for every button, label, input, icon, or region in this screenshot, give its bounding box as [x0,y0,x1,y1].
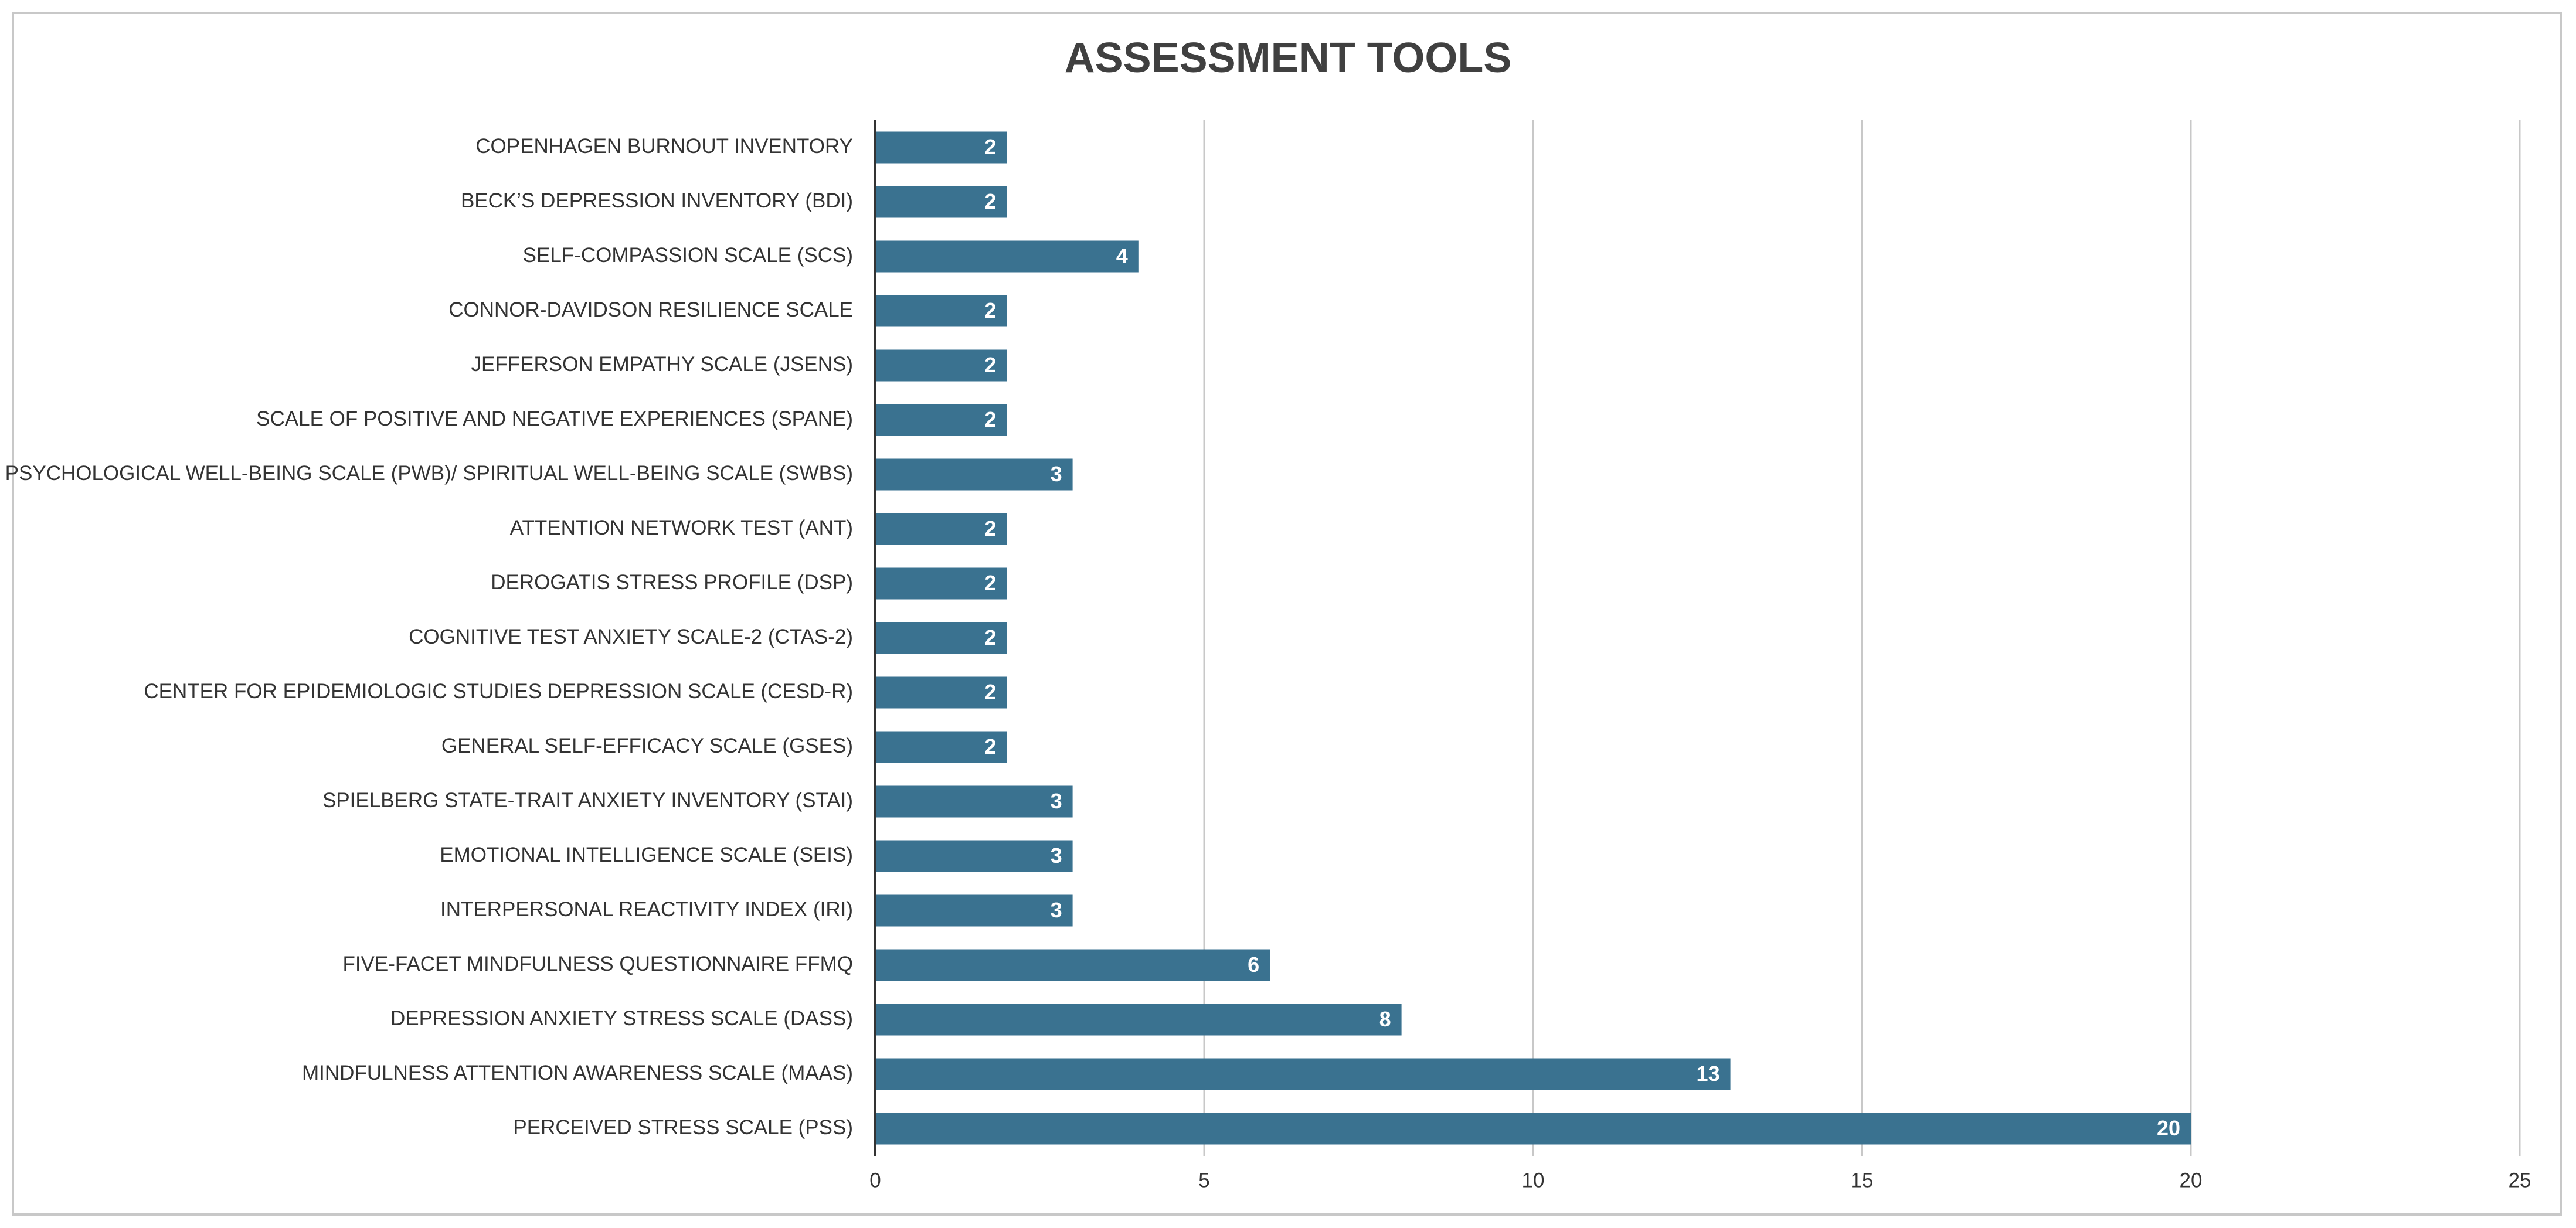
y-tick-label: GENERAL SELF-EFFICACY SCALE (GSES) [441,734,853,757]
data-label: 3 [1051,843,1062,868]
data-label: 6 [1248,953,1259,977]
data-label: 8 [1379,1007,1391,1031]
data-label: 2 [984,189,996,213]
data-label: 2 [984,516,996,540]
bar [875,1058,1731,1090]
data-label: 20 [2157,1116,2180,1140]
bar [875,840,1073,872]
bar [875,622,1007,654]
bar [875,404,1007,436]
y-tick-label: COGNITIVE TEST ANXIETY SCALE-2 (CTAS-2) [409,625,853,648]
y-tick-label: PSYCHOLOGICAL WELL-BEING SCALE (PWB)/ SP… [5,462,853,485]
data-label: 2 [984,571,996,595]
data-label: 4 [1116,244,1128,268]
y-tick-label: INTERPERSONAL REACTIVITY INDEX (IRI) [440,898,853,921]
y-tick-label: SCALE OF POSITIVE AND NEGATIVE EXPERIENC… [256,407,853,430]
bar [875,295,1007,327]
y-tick-label: EMOTIONAL INTELLIGENCE SCALE (SEIS) [440,843,853,866]
bar [875,894,1073,927]
y-tick-label: DEPRESSION ANXIETY STRESS SCALE (DASS) [390,1007,853,1030]
bar [875,676,1007,709]
y-tick-label: SELF-COMPASSION SCALE (SCS) [523,244,853,267]
chart-title: ASSESSMENT TOOLS [1065,35,1512,81]
data-label: 2 [984,407,996,431]
data-label: 3 [1051,898,1062,922]
x-tick-label: 0 [869,1169,881,1192]
x-tick-label: 10 [1522,1169,1545,1192]
data-label: 2 [984,734,996,758]
x-tick-label: 5 [1198,1169,1209,1192]
x-tick-label: 20 [2180,1169,2203,1192]
data-label: 2 [984,135,996,159]
bar [875,513,1007,545]
data-label: 2 [984,680,996,704]
bar [875,731,1007,763]
y-tick-label: CONNOR-DAVIDSON RESILIENCE SCALE [448,298,853,321]
data-label: 3 [1051,789,1062,813]
bar [875,1113,2191,1145]
y-tick-label: BECK’S DEPRESSION INVENTORY (BDI) [461,189,853,212]
y-tick-label: ATTENTION NETWORK TEST (ANT) [510,516,853,539]
y-tick-label: JEFFERSON EMPATHY SCALE (JSENS) [471,353,854,376]
bar [875,186,1007,218]
x-tick-label: 25 [2509,1169,2531,1192]
y-tick-label: COPENHAGEN BURNOUT INVENTORY [475,135,853,158]
bar [875,1004,1402,1036]
y-tick-label: CENTER FOR EPIDEMIOLOGIC STUDIES DEPRESS… [144,680,853,703]
data-label: 13 [1697,1062,1720,1086]
x-tick-label: 15 [1851,1169,1874,1192]
data-label: 2 [984,625,996,649]
data-label: 2 [984,353,996,377]
y-tick-label: MINDFULNESS ATTENTION AWARENESS SCALE (M… [302,1062,853,1084]
data-label: 3 [1051,462,1062,486]
bar [875,567,1007,600]
bar [875,949,1270,981]
bar [875,458,1073,491]
bar [875,349,1007,382]
bar [875,240,1139,273]
bar [875,785,1073,818]
data-label: 2 [984,298,996,322]
y-tick-label: FIVE-FACET MINDFULNESS QUESTIONNAIRE FFM… [342,953,853,975]
bar [875,131,1007,164]
y-tick-label: DEROGATIS STRESS PROFILE (DSP) [491,571,853,594]
y-tick-label: PERCEIVED STRESS SCALE (PSS) [513,1116,853,1139]
y-tick-label: SPIELBERG STATE-TRAIT ANXIETY INVENTORY … [322,789,853,812]
